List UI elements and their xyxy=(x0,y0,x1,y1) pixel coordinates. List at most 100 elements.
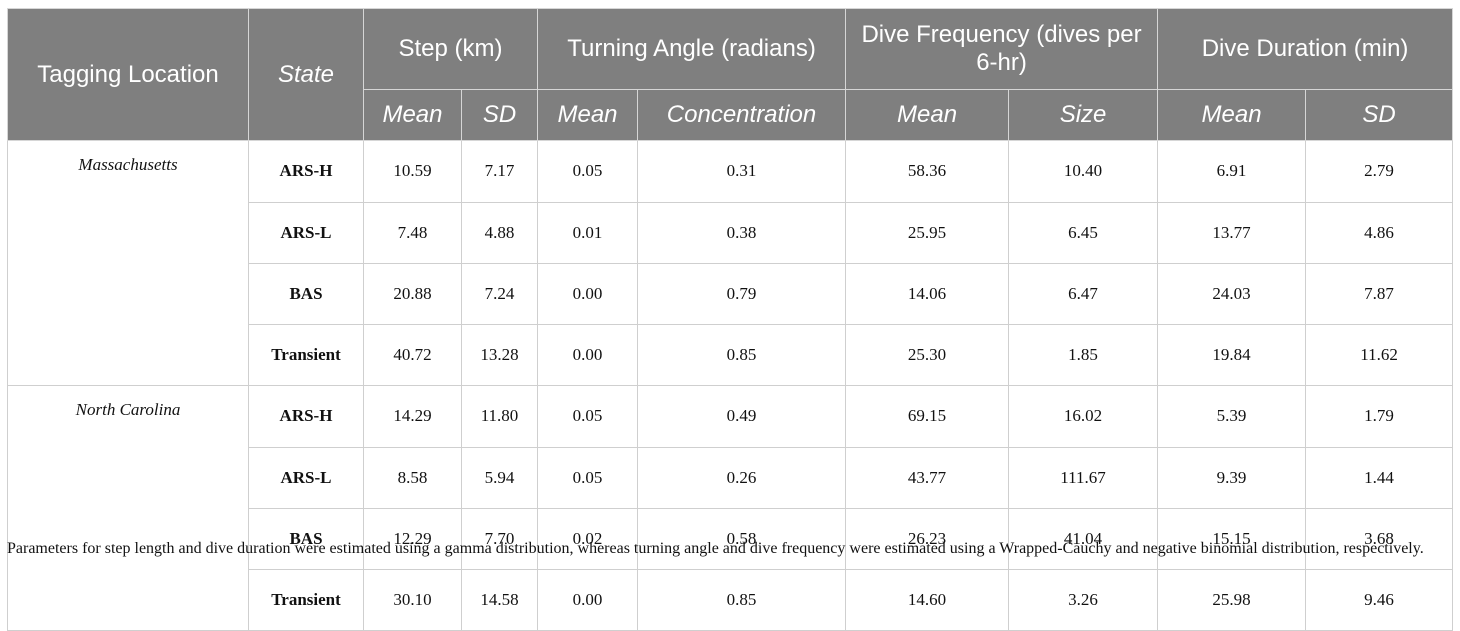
cell-state: ARS-H xyxy=(248,140,364,203)
cell-value: 19.84 xyxy=(1157,323,1307,386)
cell-value: 0.00 xyxy=(537,568,639,631)
cell-value: 9.39 xyxy=(1157,446,1307,509)
cell-value: 0.49 xyxy=(637,385,847,448)
cell-state: BAS xyxy=(248,507,364,570)
table-row: Massachusetts ARS-H 10.59 7.17 0.05 0.31 58.36… xyxy=(7,140,1454,203)
table-container: Tagging Location State Step (km) Turning… xyxy=(7,8,1454,631)
subheader-angle-concentration: Concentration xyxy=(637,89,847,141)
cell-value: 0.02 xyxy=(537,507,639,570)
cell-value: 13.77 xyxy=(1157,201,1307,264)
cell-value: 7.48 xyxy=(363,201,462,264)
cell-value: 8.58 xyxy=(363,446,462,509)
cell-value: 111.67 xyxy=(1008,446,1159,509)
cell-value: 2.79 xyxy=(1305,140,1454,203)
cell-tagging-location xyxy=(7,324,249,386)
cell-value: 6.47 xyxy=(1008,262,1159,325)
cell-value: 10.59 xyxy=(363,140,462,203)
cell-value: 40.72 xyxy=(363,323,462,386)
table-row: Transient 30.10 14.58 0.00 0.85 14.60 3.26 25.9… xyxy=(7,568,1454,631)
table-footnote: Parameters for step length and dive dura… xyxy=(7,540,1424,557)
table-row: North Carolina ARS-H 14.29 11.80 0.05 0.49 69.… xyxy=(7,385,1454,448)
cell-value: 14.29 xyxy=(363,385,462,448)
cell-value: 0.05 xyxy=(537,140,639,203)
cell-state: ARS-H xyxy=(248,385,364,448)
cell-value: 14.06 xyxy=(845,262,1010,325)
cell-value: 12.29 xyxy=(363,507,462,570)
cell-value: 41.04 xyxy=(1008,507,1159,570)
cell-value: 7.24 xyxy=(460,262,539,325)
cell-value: 13.28 xyxy=(460,323,539,386)
cell-value: 14.58 xyxy=(460,568,539,631)
header-tagging-location: Tagging Location xyxy=(7,8,249,141)
cell-state: Transient xyxy=(248,568,364,631)
cell-value: 15.15 xyxy=(1157,507,1307,570)
cell-tagging-location xyxy=(7,569,249,631)
table-row: BAS 20.88 7.24 0.00 0.79 14.06 6.47 24.03 7.87 xyxy=(7,262,1454,325)
cell-value: 6.45 xyxy=(1008,201,1159,264)
cell-value: 4.88 xyxy=(460,201,539,264)
cell-value: 25.98 xyxy=(1157,568,1307,631)
cell-value: 7.17 xyxy=(460,140,539,203)
cell-value: 7.87 xyxy=(1305,262,1454,325)
cell-value: 20.88 xyxy=(363,262,462,325)
cell-value: 43.77 xyxy=(845,446,1010,509)
cell-value: 3.26 xyxy=(1008,568,1159,631)
cell-state: ARS-L xyxy=(248,201,364,264)
cell-tagging-location xyxy=(7,202,249,263)
cell-value: 24.03 xyxy=(1157,262,1307,325)
cell-value: 0.05 xyxy=(537,385,639,448)
cell-value: 6.91 xyxy=(1157,140,1307,203)
table-row: ARS-L 8.58 5.94 0.05 0.26 43.77 111.67 9.39 1.44 xyxy=(7,446,1454,509)
subheader-frequency-size: Size xyxy=(1008,89,1159,141)
cell-value: 0.79 xyxy=(637,262,847,325)
cell-value: 4.86 xyxy=(1305,201,1454,264)
cell-value: 11.80 xyxy=(460,385,539,448)
cell-value: 1.79 xyxy=(1305,385,1454,448)
cell-value: 1.85 xyxy=(1008,323,1159,386)
cell-value: 5.94 xyxy=(460,446,539,509)
subheader-angle-mean: Mean xyxy=(537,89,639,141)
table-row: BAS 12.29 7.70 0.02 0.58 26.23 41.04 15.15 3.68 xyxy=(7,507,1454,570)
cell-state: Transient xyxy=(248,323,364,386)
subheader-frequency-mean: Mean xyxy=(845,89,1010,141)
header-dive-frequency: Dive Frequency (dives per 6-hr) xyxy=(845,8,1159,90)
cell-value: 0.85 xyxy=(637,568,847,631)
header-state: State xyxy=(248,8,364,141)
cell-value: 69.15 xyxy=(845,385,1010,448)
cell-value: 25.30 xyxy=(845,323,1010,386)
cell-value: 0.38 xyxy=(637,201,847,264)
subheader-step-sd: SD xyxy=(460,89,539,141)
cell-tagging-location xyxy=(7,447,249,508)
cell-value: 3.68 xyxy=(1305,507,1454,570)
header-turning-angle: Turning Angle (radians) xyxy=(537,8,847,90)
header-step: Step (km) xyxy=(362,8,539,90)
table-body: Massachusetts ARS-H 10.59 7.17 0.05 0.31 58.36… xyxy=(7,140,1454,631)
cell-value: 30.10 xyxy=(363,568,462,631)
cell-value: 0.85 xyxy=(637,323,847,386)
cell-state: BAS xyxy=(248,262,364,325)
cell-value: 14.60 xyxy=(845,568,1010,631)
cell-value: 0.58 xyxy=(637,507,847,570)
cell-value: 0.01 xyxy=(537,201,639,264)
header-dive-duration: Dive Duration (min) xyxy=(1157,8,1454,90)
cell-value: 11.62 xyxy=(1305,323,1454,386)
cell-value: 0.05 xyxy=(537,446,639,509)
cell-value: 58.36 xyxy=(845,140,1010,203)
cell-value: 9.46 xyxy=(1305,568,1454,631)
cell-value: 5.39 xyxy=(1157,385,1307,448)
cell-tagging-location xyxy=(7,508,249,569)
cell-tagging-location: Massachusetts xyxy=(7,140,249,202)
cell-value: 0.00 xyxy=(537,262,639,325)
subheader-duration-sd: SD xyxy=(1305,89,1454,141)
cell-value: 0.00 xyxy=(537,323,639,386)
cell-value: 7.70 xyxy=(460,507,539,570)
cell-tagging-location: North Carolina xyxy=(7,385,249,447)
cell-value: 0.31 xyxy=(637,140,847,203)
cell-value: 1.44 xyxy=(1305,446,1454,509)
table-row: Transient 40.72 13.28 0.00 0.85 25.30 1.85 19.8… xyxy=(7,323,1454,386)
subheader-duration-mean: Mean xyxy=(1157,89,1307,141)
cell-value: 16.02 xyxy=(1008,385,1159,448)
subheader-step-mean: Mean xyxy=(363,89,462,141)
cell-value: 0.26 xyxy=(637,446,847,509)
parameters-table: Tagging Location State Step (km) Turning… xyxy=(7,8,1454,631)
